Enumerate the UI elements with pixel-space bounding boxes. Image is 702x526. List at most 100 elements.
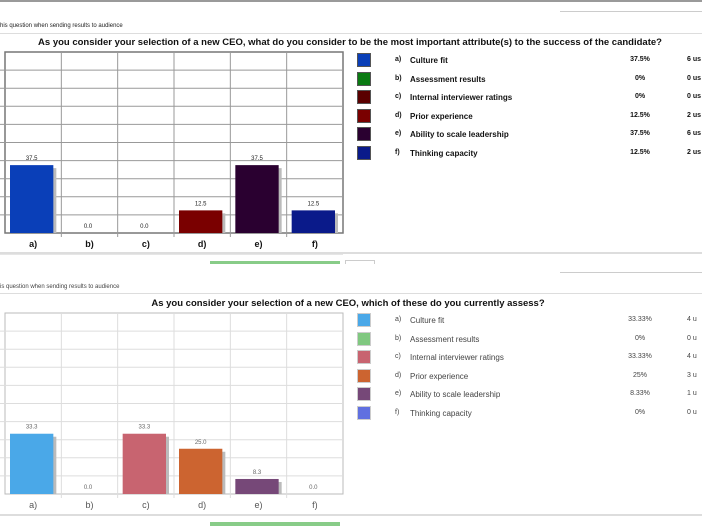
legend-percent: 8.33%: [630, 390, 650, 397]
legend-item: d) Prior experience 25% 3 u: [355, 368, 702, 385]
data-label: 0.0: [84, 485, 93, 491]
legend-users: 1 u: [687, 390, 697, 397]
legend-swatch: [357, 387, 371, 401]
top-border: [0, 0, 702, 2]
legend-percent: 0%: [634, 334, 646, 342]
bar-e: [235, 165, 279, 233]
divider: [0, 33, 702, 34]
legend-swatch: [357, 90, 371, 104]
legend-label: Assessment results: [410, 334, 480, 344]
divider: [345, 260, 375, 264]
legend-label: Culture fit: [410, 56, 448, 65]
legend-letter: e): [395, 130, 402, 137]
legend-percent: 37.5%: [630, 56, 650, 63]
legend-users: 6 us: [687, 56, 702, 63]
legend-swatch: [357, 127, 371, 141]
legend-percent: 0%: [634, 93, 646, 100]
data-label: 33.3: [138, 425, 150, 431]
bar-f: [291, 210, 335, 233]
legend-percent: 0%: [634, 74, 646, 82]
x-tick-label: e): [254, 239, 262, 249]
legend-letter: c): [395, 353, 401, 360]
data-label: 37.5: [251, 156, 263, 162]
legend-users: 2 us: [687, 148, 702, 156]
legend-users: 0 u: [687, 408, 697, 416]
legend-item: f) Thinking capacity 0% 0 u: [355, 405, 702, 422]
caption-1: his question when sending results to aud…: [0, 23, 123, 29]
legend-percent: 33.33%: [628, 316, 652, 323]
x-tick-label: b): [85, 500, 93, 510]
section-separator: [0, 514, 702, 516]
legend-percent: 25%: [632, 371, 647, 379]
bar-chart-1: 37.5 a) 0.0 b) 0.0 c) 12.5 d) 37.5 e) 12.5 f): [0, 51, 344, 255]
legend-letter: b): [395, 334, 402, 342]
legend-users: 3 u: [687, 371, 697, 379]
legend-item: f) Thinking capacity 12.5% 2 us: [355, 145, 702, 162]
data-label: 8.3: [253, 470, 262, 476]
legend-item: a) Culture fit 37.5% 6 us: [355, 53, 702, 69]
legend-letter: f): [395, 408, 400, 416]
bar-d: [179, 210, 223, 233]
divider: [210, 522, 340, 526]
caption-2: is question when sending results to audi…: [0, 284, 120, 290]
bar-chart-2: 33.3 a) 0.0 b) 33.3 c) 25.0 d) 8.3 e) 0.0 f): [0, 312, 344, 516]
legend-swatch: [357, 108, 371, 123]
data-label: 0.0: [140, 224, 149, 230]
legend-percent: 12.5%: [630, 111, 650, 119]
x-tick-label: d): [198, 500, 206, 510]
bar-e: [235, 478, 279, 494]
legend-letter: d): [395, 371, 402, 379]
data-label: 37.5: [26, 156, 38, 162]
legend-label: Culture fit: [410, 316, 445, 325]
bar-a: [10, 165, 54, 233]
legend-item: a) Culture fit 33.33% 4 u: [355, 313, 702, 329]
legend-item: d) Prior experience 12.5% 2 us: [355, 108, 702, 125]
legend-percent: 0%: [634, 408, 646, 416]
legend-swatch: [357, 368, 371, 383]
legend-swatch: [357, 405, 371, 420]
legend-letter: f): [395, 148, 400, 156]
section-separator: [0, 252, 702, 254]
legend-users: 0 us: [687, 93, 702, 100]
x-tick-label: a): [29, 239, 37, 249]
x-tick-label: c): [142, 500, 150, 510]
legend-swatch: [357, 350, 371, 364]
legend-swatch: [357, 53, 371, 67]
legend-item: e) Ability to scale leadership 37.5% 6 u…: [355, 127, 702, 143]
x-tick-label: b): [85, 239, 94, 249]
legend-label: Assessment results: [410, 74, 486, 84]
legend-letter: a): [395, 316, 402, 323]
data-label: 12.5: [195, 201, 207, 207]
legend-swatch: [357, 145, 371, 160]
legend-item: c) Internal interviewer ratings 33.33% 4…: [355, 350, 702, 366]
legend-letter: a): [395, 56, 402, 63]
legend-label: Internal interviewer ratings: [410, 353, 504, 362]
x-tick-label: c): [142, 239, 150, 249]
legend-users: 6 us: [687, 130, 702, 137]
legend-swatch: [357, 313, 371, 327]
legend-label: Thinking capacity: [410, 148, 478, 158]
divider: [560, 11, 702, 12]
legend-percent: 12.5%: [630, 148, 650, 156]
legend-percent: 37.5%: [630, 130, 650, 137]
divider: [0, 293, 702, 294]
bar-a: [10, 433, 54, 494]
chart-title-2: As you consider your selection of a new …: [151, 298, 545, 309]
legend-item: e) Ability to scale leadership 8.33% 1 u: [355, 387, 702, 403]
legend-users: 2 us: [687, 111, 702, 119]
legend-2: a) Culture fit 33.33% 4 u b) Assessment …: [355, 313, 702, 433]
x-tick-label: a): [29, 500, 37, 510]
legend-users: 4 u: [687, 316, 697, 323]
legend-users: 0 u: [687, 334, 697, 342]
legend-label: Prior experience: [410, 111, 473, 121]
legend-item: b) Assessment results 0% 0 u: [355, 331, 702, 348]
legend-letter: b): [395, 74, 402, 82]
legend-label: Prior experience: [410, 371, 469, 381]
legend-swatch: [357, 331, 371, 346]
x-tick-label: e): [254, 500, 262, 510]
data-label: 33.3: [26, 425, 38, 431]
legend-label: Thinking capacity: [410, 408, 472, 418]
legend-users: 0 us: [687, 74, 702, 82]
legend-letter: e): [395, 390, 402, 397]
legend-users: 4 u: [687, 353, 697, 360]
